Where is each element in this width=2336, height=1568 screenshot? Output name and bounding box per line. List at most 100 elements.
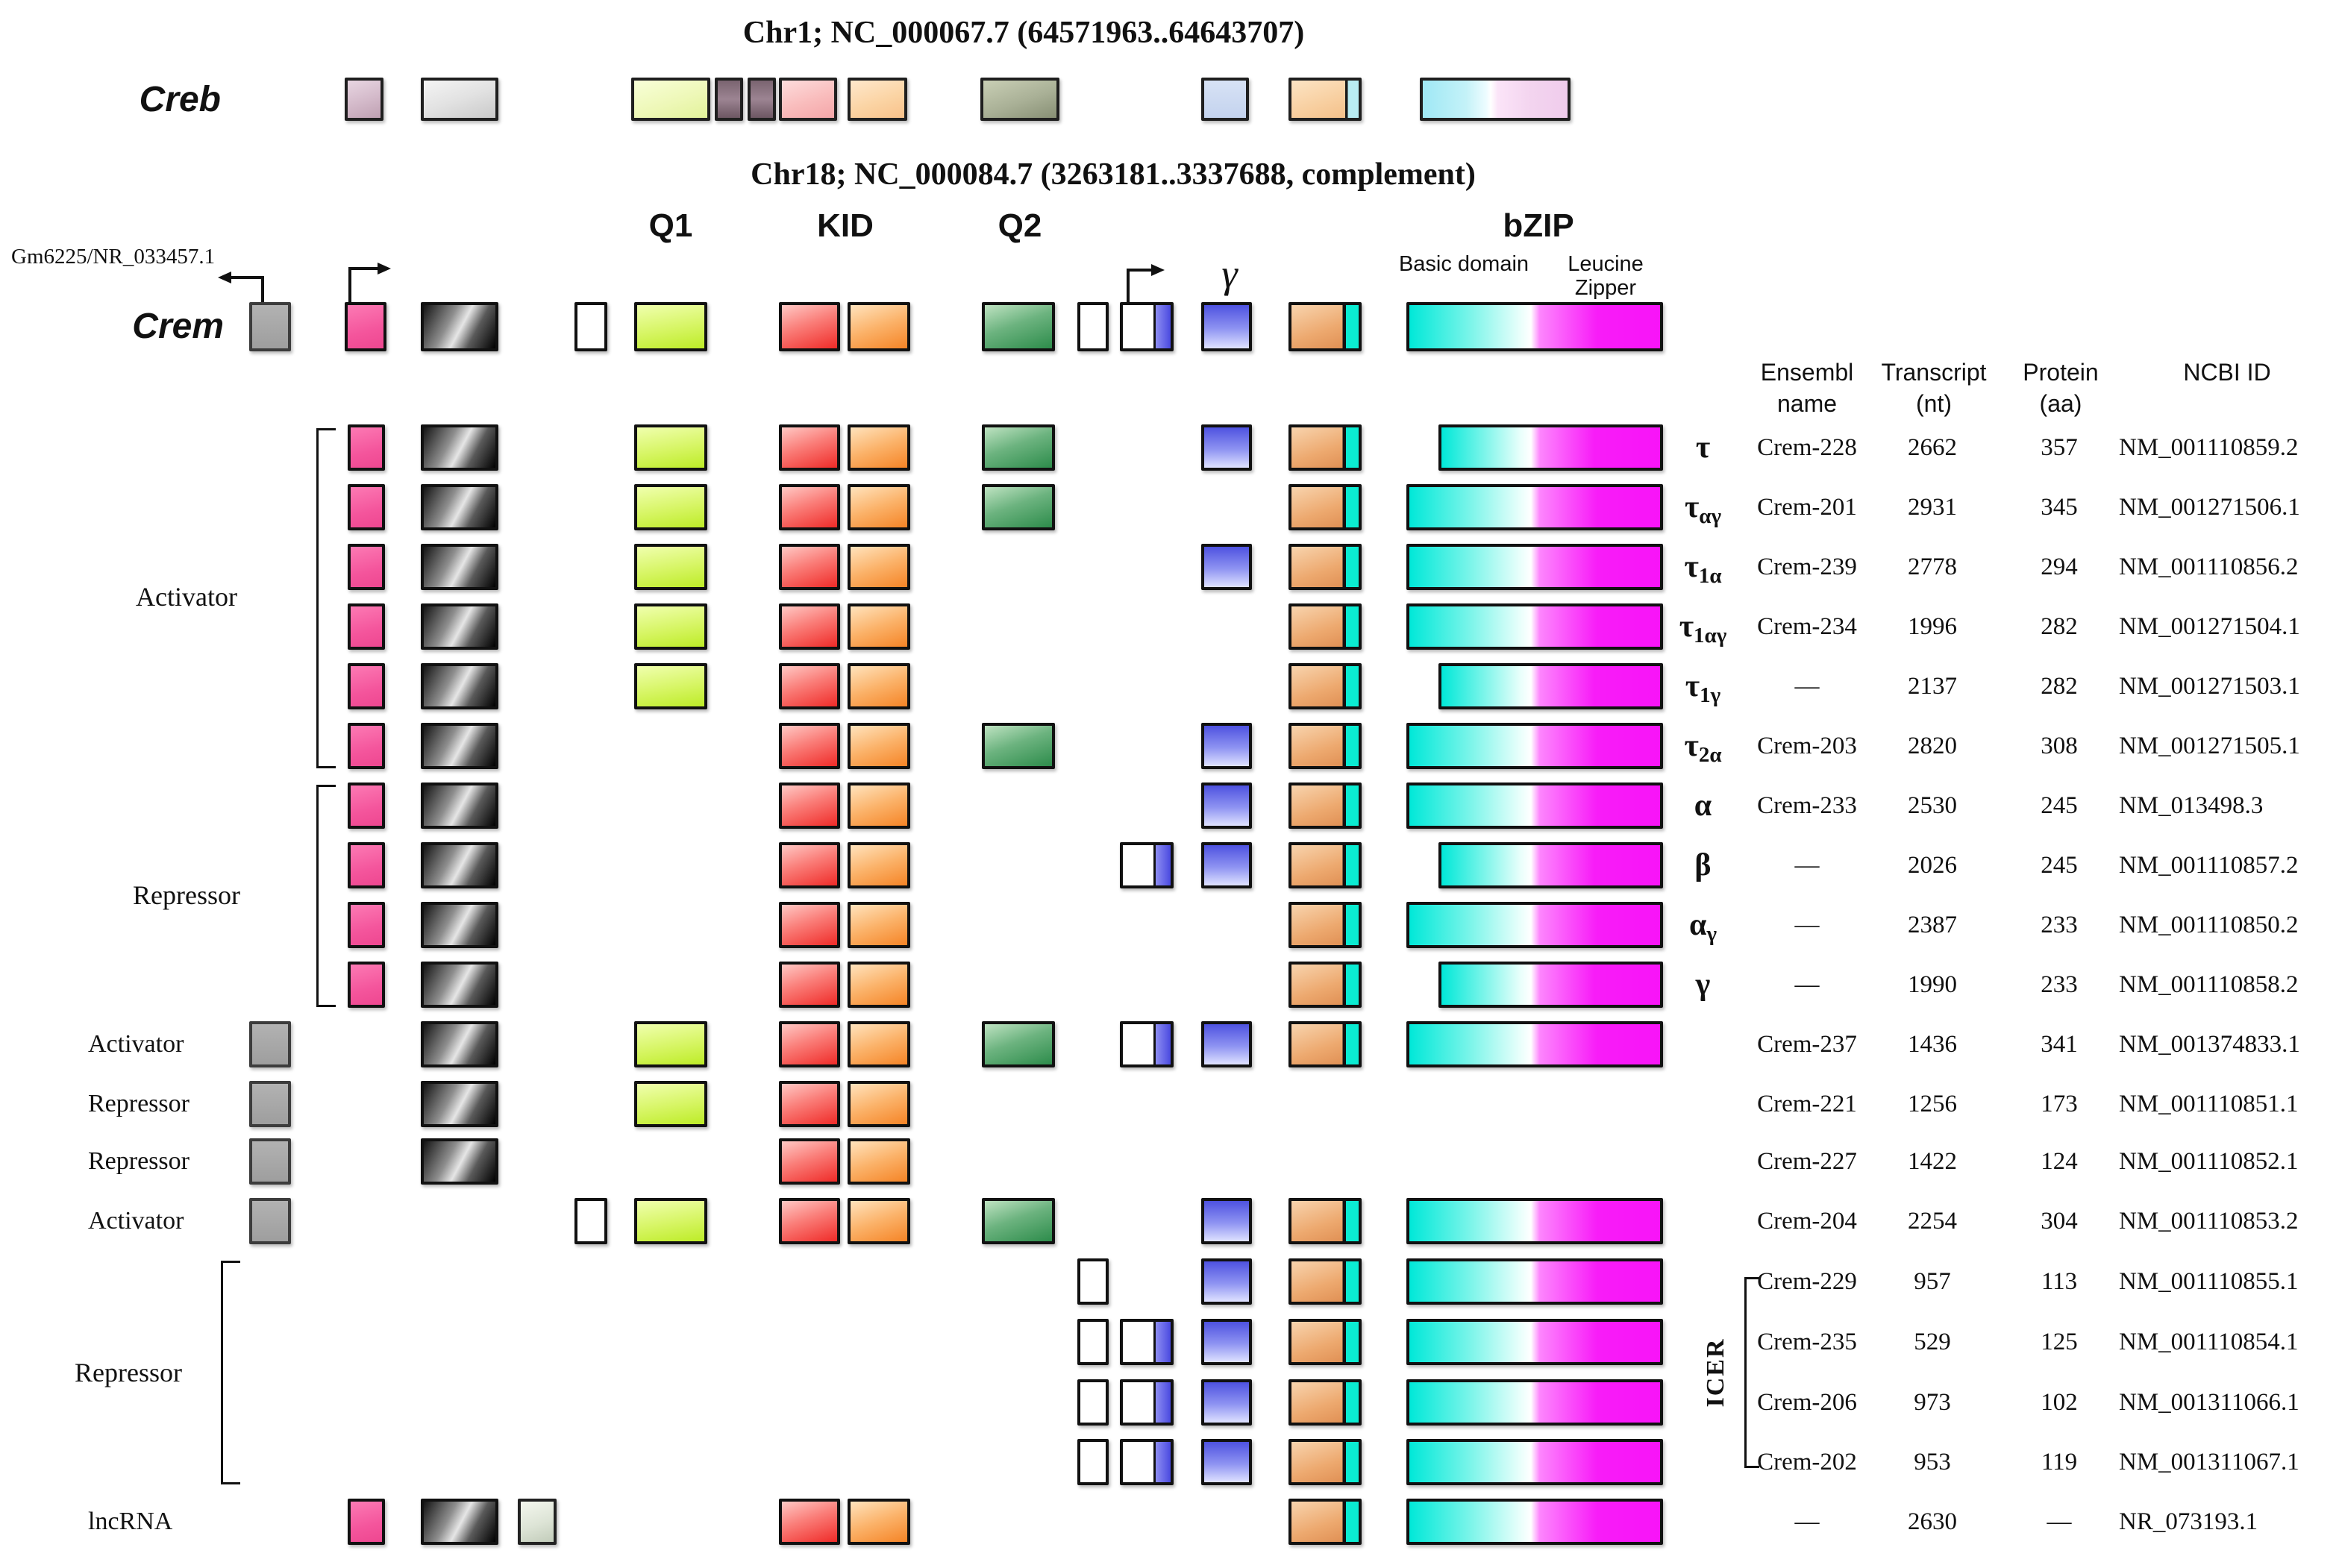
exon-gray	[249, 1081, 291, 1127]
table-cell-ncbi: NM_001110856.2	[2119, 553, 2299, 580]
table-cell-transcript: 2662	[1908, 434, 1957, 461]
exon-bzip-short	[1438, 962, 1663, 1008]
table-cell-transcript: 1256	[1908, 1091, 1957, 1117]
table-cell-ensembl: Crem-235	[1757, 1329, 1857, 1355]
exon-bzip-short	[1438, 663, 1663, 709]
table-cell-ncbi: NM_001271506.1	[2119, 494, 2300, 521]
table-cell-ensembl: Crem-234	[1757, 613, 1857, 640]
table-cell-transcript: 957	[1914, 1268, 1951, 1295]
table-cell-transcript: 1422	[1908, 1148, 1957, 1175]
table-cell-protein: 308	[2041, 733, 2078, 759]
exon-orangecyan	[1288, 603, 1362, 650]
col-header-ensembl-name: Ensembl name	[1760, 359, 1854, 417]
exon-blue	[1201, 1258, 1252, 1305]
basic-domain-label: Basic domain	[1398, 252, 1529, 276]
table-cell-ensembl: Crem-228	[1757, 434, 1857, 461]
exon-orangecyan	[1288, 544, 1362, 590]
exon-orange	[848, 842, 910, 888]
table-cell-ncbi: NM_001110851.1	[2119, 1091, 2299, 1117]
table-cell-ncbi: NM_001271505.1	[2119, 733, 2300, 759]
crem-transcription-arrow-right	[348, 263, 391, 304]
exon-bzip	[1406, 302, 1663, 351]
table-cell-ensembl: Crem-203	[1757, 733, 1857, 759]
exon-pink	[348, 603, 385, 650]
exon-black	[421, 1499, 498, 1545]
table-cell-ncbi: NM_001110852.1	[2119, 1148, 2299, 1175]
exon-pink	[348, 842, 385, 888]
isoform-name-label: β	[1694, 848, 1712, 882]
isoform-name-label: τ2α	[1684, 729, 1722, 767]
group-label-repressor: Repressor	[75, 1358, 182, 1387]
gm6225-transcription-arrow-left	[218, 272, 264, 306]
exon-black	[421, 1081, 498, 1127]
exon-black	[421, 1021, 498, 1067]
exon-black	[421, 783, 498, 829]
table-cell-ncbi: NM_001110854.1	[2119, 1329, 2299, 1355]
exon-pink	[348, 484, 385, 530]
exon-whiteblue	[1120, 1439, 1174, 1485]
table-cell-ncbi: NM_001110853.2	[2119, 1208, 2299, 1235]
table-cell-protein: 341	[2041, 1031, 2078, 1058]
exon-red	[779, 723, 840, 769]
exon-blue	[1201, 302, 1252, 351]
table-cell-ensembl: Crem-229	[1757, 1268, 1857, 1295]
exon-black	[421, 902, 498, 948]
exon-red	[779, 962, 840, 1008]
exon-pink	[348, 783, 385, 829]
exon-bzip	[1406, 1439, 1663, 1485]
col-header-protein-aa: Protein (aa)	[2023, 359, 2099, 417]
table-cell-transcript: 2931	[1908, 494, 1957, 521]
table-cell-ensembl: —	[1794, 912, 1820, 938]
exon-bzip	[1406, 783, 1663, 829]
exon-black	[421, 544, 498, 590]
exon-orange	[848, 723, 910, 769]
exon-orangecyan	[1288, 1439, 1362, 1485]
table-cell-protein: 245	[2041, 852, 2078, 879]
exon-q1	[634, 603, 707, 650]
table-cell-ncbi: NM_001110858.2	[2119, 971, 2299, 998]
exon-black	[421, 962, 498, 1008]
exon-red	[779, 1499, 840, 1545]
exon-orangecyan	[1288, 723, 1362, 769]
table-cell-protein: —	[2047, 1508, 2072, 1535]
exon-orange	[848, 902, 910, 948]
exon-orangecyan	[1288, 424, 1362, 471]
exon-orangecyan	[1288, 1198, 1362, 1244]
exon-white1	[574, 1198, 607, 1244]
table-cell-transcript: 2630	[1908, 1508, 1957, 1535]
table-cell-transcript: 953	[1914, 1449, 1951, 1476]
table-cell-ensembl: —	[1794, 852, 1820, 879]
exon-red	[779, 783, 840, 829]
table-cell-protein: 124	[2041, 1148, 2078, 1175]
exon-black	[421, 663, 498, 709]
group-bracket	[1744, 1277, 1759, 1279]
table-cell-ncbi: NM_013498.3	[2119, 792, 2264, 819]
exon-orangecyan	[1288, 1021, 1362, 1067]
gamma-exon-label: γ	[1221, 251, 1238, 296]
table-cell-protein: 233	[2041, 912, 2078, 938]
col-header-ncbi-id: NCBI ID	[2183, 359, 2271, 386]
exon-orange	[848, 1081, 910, 1127]
table-cell-transcript: 2137	[1908, 673, 1957, 700]
exon-bzip	[1406, 1198, 1663, 1244]
creb-gene-label: Creb	[139, 80, 221, 119]
exon-red	[779, 1198, 840, 1244]
isoform-name-label: τ1α	[1684, 550, 1722, 588]
table-cell-ensembl: —	[1794, 673, 1820, 700]
exon-gray	[249, 1138, 291, 1185]
exon-whiteblue	[1120, 1021, 1174, 1067]
group-bracket	[221, 1261, 223, 1484]
exon-q1	[634, 302, 707, 351]
group-bracket	[221, 1482, 240, 1484]
isoform-name-label: τ	[1695, 430, 1711, 465]
exon-creb-orange	[848, 78, 907, 121]
exon-black	[421, 723, 498, 769]
exon-creb-red	[779, 78, 837, 121]
exon-q2	[982, 1198, 1055, 1244]
exon-orange	[848, 484, 910, 530]
row-class-label: lncRNA	[88, 1508, 173, 1535]
exon-orange	[848, 544, 910, 590]
isoform-name-label: τ1αγ	[1679, 609, 1727, 647]
table-cell-ncbi: NM_001110855.1	[2119, 1268, 2299, 1295]
table-cell-protein: 357	[2041, 434, 2078, 461]
